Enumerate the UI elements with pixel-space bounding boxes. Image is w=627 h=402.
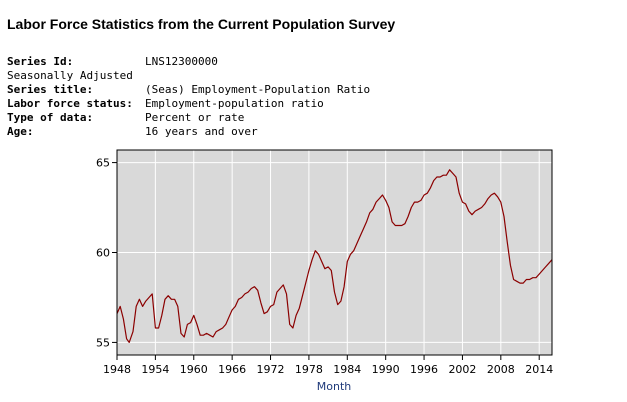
y-gridlines bbox=[117, 162, 552, 343]
series-id-value: LNS12300000 bbox=[145, 55, 218, 68]
age-value: 16 years and over bbox=[145, 125, 258, 138]
labor-force-status-label: Labor force status: bbox=[7, 97, 133, 110]
series-id-label: Series Id: bbox=[7, 55, 74, 68]
labor-force-status-value: Employment-population ratio bbox=[145, 97, 324, 110]
page-title: Labor Force Statistics from the Current … bbox=[7, 16, 396, 32]
seasonal-adjustment: Seasonally Adjusted bbox=[7, 69, 133, 82]
type-of-data-value: Percent or rate bbox=[145, 111, 245, 124]
type-of-data-label: Type of data: bbox=[7, 111, 94, 124]
x-tick-label: 1966 bbox=[218, 363, 246, 376]
y-tick-label: 60 bbox=[96, 247, 110, 260]
age-label: Age: bbox=[7, 125, 34, 138]
series-layer bbox=[116, 169, 553, 343]
x-gridlines bbox=[154, 150, 540, 355]
x-axis-ticks: 1948 1954 1960 1966 1972 1978 1984 1990 1996 2002… bbox=[103, 355, 553, 376]
x-tick-label: 2008 bbox=[487, 363, 515, 376]
x-tick-label: 1972 bbox=[257, 363, 285, 376]
series-line bbox=[116, 169, 553, 343]
x-tick-label: 2002 bbox=[448, 363, 476, 376]
x-axis-label: Month bbox=[317, 380, 352, 393]
x-tick-label: 1990 bbox=[372, 363, 400, 376]
x-tick-label: 2014 bbox=[525, 363, 553, 376]
x-tick-label: 1984 bbox=[333, 363, 361, 376]
y-axis-ticks: 55 60 65 bbox=[96, 157, 117, 349]
y-tick-label: 55 bbox=[96, 336, 110, 349]
series-title-value: (Seas) Employment-Population Ratio bbox=[145, 83, 371, 96]
x-tick-label: 1996 bbox=[410, 363, 438, 376]
y-tick-label: 65 bbox=[96, 157, 110, 170]
x-tick-label: 1954 bbox=[141, 363, 169, 376]
x-tick-label: 1978 bbox=[295, 363, 323, 376]
x-tick-label: 1948 bbox=[103, 363, 131, 376]
series-title-label: Series title: bbox=[7, 83, 94, 96]
x-tick-label: 1960 bbox=[180, 363, 208, 376]
